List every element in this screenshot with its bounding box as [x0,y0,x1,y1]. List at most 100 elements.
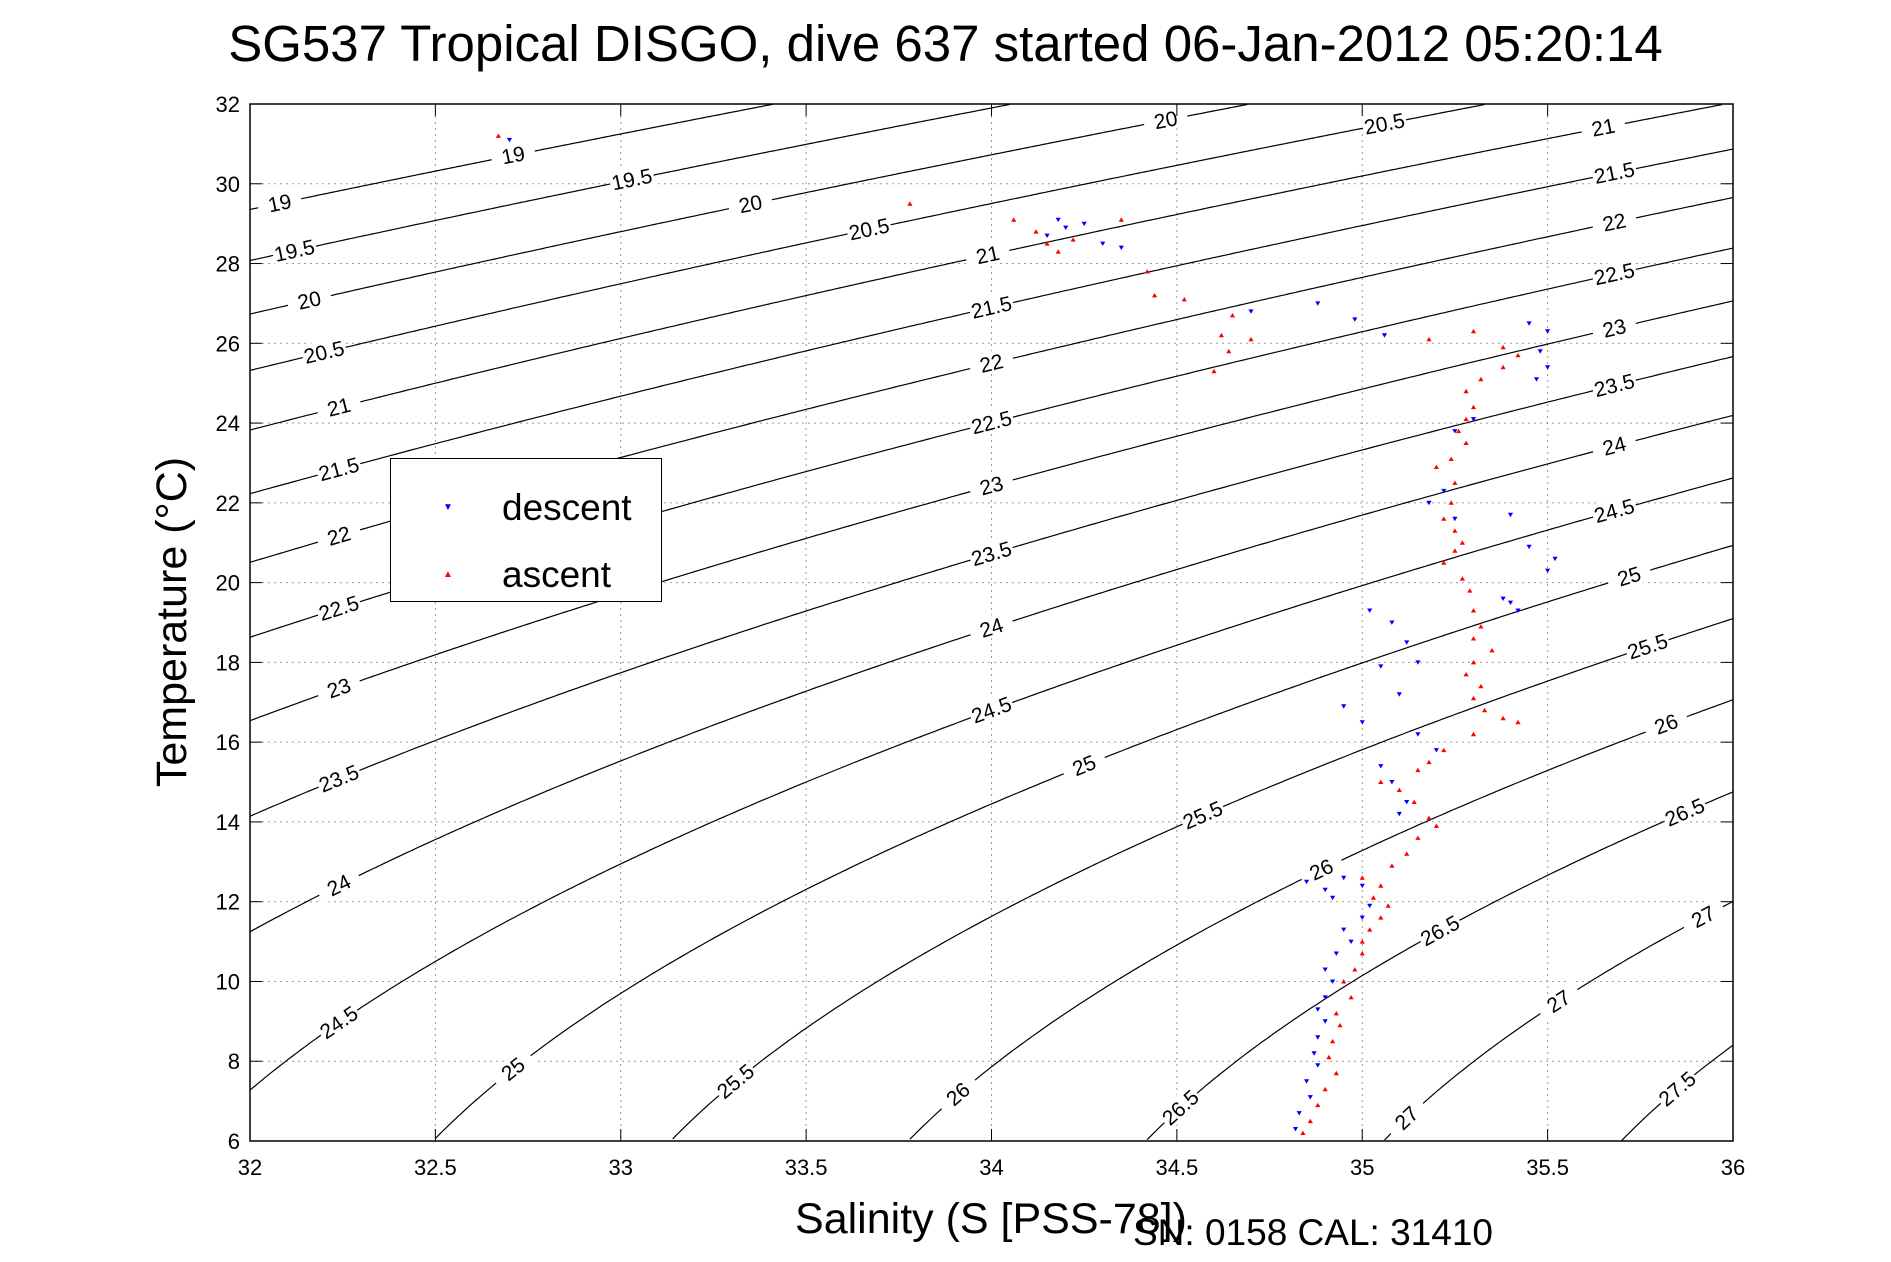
ascent-point [1415,767,1421,773]
contour-label-bg [299,335,348,368]
descent-point [1367,608,1373,613]
descent-point [1315,1035,1321,1040]
descent-point [506,137,513,143]
ascent-point [1118,217,1124,222]
ascent-point [1470,731,1477,737]
ascent-point [1441,747,1447,753]
contour-label: 19 [266,190,294,217]
ascent-point [1448,456,1454,461]
x-tick-label: 34.5 [1155,1155,1198,1180]
descent-point [1404,640,1410,645]
legend-label-descent: descent [502,487,632,528]
contour-label-bg [314,669,364,706]
contour-label-bg [489,139,537,170]
contour-label-bg [1533,979,1583,1022]
descent-point [1315,1063,1321,1068]
descent-point [1396,811,1402,817]
descent-point [1341,927,1347,932]
contour-label-bg [1641,705,1691,742]
ascent-point [1330,1038,1336,1044]
descent-point [1526,321,1532,326]
ascent-point [1055,249,1061,254]
ascent-point [1011,217,1017,222]
ascent-point [1211,368,1217,374]
axis-ticks: 32 32.5 33 33.5 34 34.5 35 35.5 36 6 8 10 12 14 16 18 20… [216,92,1746,1180]
contour-label: 20 [1152,107,1179,134]
contour-label: 24.5 [1592,495,1638,528]
contour-label: 23.5 [1592,370,1637,402]
contour-label-bg [1590,206,1638,237]
ascent-point [907,201,913,206]
descent-point [1378,764,1384,769]
descent-point [1359,883,1365,889]
ascent-point [1044,241,1050,246]
descent-point [1341,704,1347,709]
isopycnal-line [434,544,1734,1139]
ascent-point [1307,1118,1313,1124]
descent-point [1441,488,1447,494]
y-tick-label: 32 [216,92,240,117]
contour-label: 20 [737,191,765,218]
ascent-point [1500,364,1506,370]
contour-label-bg [967,405,1016,438]
y-tick-label: 16 [216,730,240,755]
descent-point [1359,915,1365,920]
contour-label-bg [1382,1094,1430,1141]
contour-label: 26.5 [1662,794,1709,831]
contour-label-bg [1590,257,1639,289]
legend-marker-ascent: ▲ [443,569,453,580]
descent-point [1322,887,1328,893]
ascent-point [1415,835,1421,840]
contour-label: 20.5 [302,337,347,369]
legend: ▼ descent ▲ ascent [390,458,662,602]
x-tick-label: 33.5 [785,1155,828,1180]
descent-point [1330,979,1336,984]
x-tick-label: 32.5 [414,1155,457,1180]
descent-point [1307,1095,1313,1100]
ascent-point [1433,823,1439,828]
ascent-point [1478,624,1484,629]
contour-label-bg [966,691,1016,728]
contour-label-bg [285,283,333,316]
ascent-point [1452,480,1458,485]
contour-label-bg [1296,849,1346,889]
contour-label: 22.5 [1592,259,1637,290]
contour-label-bg [1141,104,1190,135]
y-tick-label: 30 [216,172,240,197]
legend-label-ascent: ascent [502,554,612,595]
ascent-point [1033,229,1039,234]
ascent-point [1348,995,1354,1000]
contour-label-bg [1415,909,1465,951]
contour-label-bg [270,234,319,266]
descent-point [1352,317,1358,322]
descent-point [1515,608,1521,613]
descent-point [1100,241,1106,246]
ascent-point [1411,799,1417,804]
y-axis-label: Temperature (°C) [148,457,196,787]
legend-item-descent: ▼ descent [391,479,661,535]
descent-point [1348,939,1354,944]
y-tick-label: 22 [216,491,240,516]
contour-label: 21.5 [316,453,361,486]
descent-point [1537,349,1543,354]
descent-point [1296,1111,1302,1116]
contour-label: 19.5 [610,165,655,196]
ascent-point [1470,328,1477,334]
contour-label: 27.5 [1655,1067,1701,1111]
contour-label: 26.5 [1158,1086,1204,1130]
ascent-point [1441,516,1447,521]
descent-point [1404,800,1410,805]
serial-cal-footer: SN: 0158 CAL: 31410 [1133,1212,1493,1253]
descent-point [1367,903,1373,909]
descent-point [1545,365,1551,370]
descent-point [1452,516,1458,522]
x-tick-label: 35.5 [1526,1155,1569,1180]
isopycnal-contours: 19 19 19.5 19.5 20 20 20 20.5 20.5 20.5 21 21 21 21.5… [249,103,1734,1141]
contour-label-bg [967,346,1016,379]
ascent-point [1470,695,1477,701]
ascent-point [1459,576,1465,581]
contour-label-bg [1659,792,1709,831]
descent-point [1433,748,1439,753]
contour-label-bg [1590,428,1639,462]
contour-label-bg [966,609,1016,645]
